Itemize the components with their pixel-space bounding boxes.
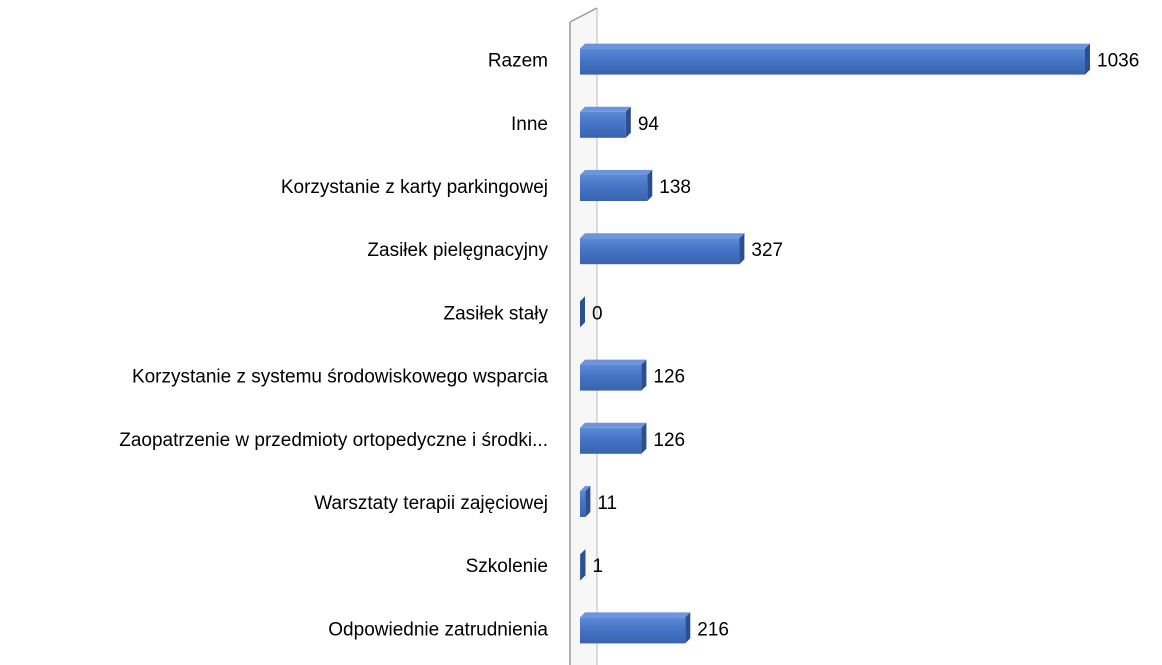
bar [580, 175, 648, 201]
bar-side [641, 359, 647, 391]
category-label: Odpowiednie zatrudnienia [328, 619, 548, 640]
category-label: Zasiłek pielęgnacyjny [367, 240, 548, 261]
bar-top [580, 359, 647, 365]
bar-side [625, 106, 631, 138]
bar [580, 111, 626, 138]
category-label: Zasiłek stały [443, 303, 548, 324]
category-label: Zaopatrzenie w przedmioty ortopedyczne i… [119, 430, 548, 451]
bar-side [641, 422, 647, 454]
value-label: 126 [653, 367, 685, 388]
value-label: 0 [592, 303, 603, 324]
category-label: Razem [488, 51, 548, 72]
category-label: Korzystanie z systemu środowiskowego wsp… [132, 367, 548, 388]
bar [580, 617, 686, 644]
wall-edge [569, 7, 598, 23]
bar-top [580, 106, 631, 112]
bar-side [647, 170, 653, 201]
bar [580, 427, 642, 454]
bar-side [585, 486, 591, 517]
value-label: 126 [653, 430, 685, 451]
value-label: 216 [697, 619, 729, 640]
value-label: 1036 [1097, 51, 1139, 72]
bar-top [580, 422, 647, 428]
bar-top [580, 233, 745, 239]
category-label: Warsztaty terapii zajęciowej [314, 493, 548, 514]
bar-top [580, 43, 1090, 49]
value-label: 327 [751, 240, 783, 261]
bar-top [580, 170, 653, 175]
value-label: 138 [659, 177, 691, 198]
category-label: Korzystanie z karty parkingowej [281, 177, 548, 198]
bar-top [580, 549, 586, 555]
bar-side [739, 233, 745, 265]
value-label: 11 [597, 493, 617, 514]
bar-side [685, 612, 691, 644]
bar-side [580, 296, 585, 328]
bar [580, 238, 740, 265]
bar-top [580, 612, 691, 618]
bar [580, 48, 1085, 75]
bar [580, 491, 586, 517]
bar-side [580, 549, 586, 581]
category-label: Szkolenie [466, 556, 548, 577]
category-label: Inne [511, 114, 548, 135]
bar-side [1085, 43, 1090, 75]
bar [580, 364, 642, 391]
bar-top [580, 486, 591, 491]
value-label: 1 [592, 556, 603, 577]
value-label: 94 [638, 114, 660, 135]
